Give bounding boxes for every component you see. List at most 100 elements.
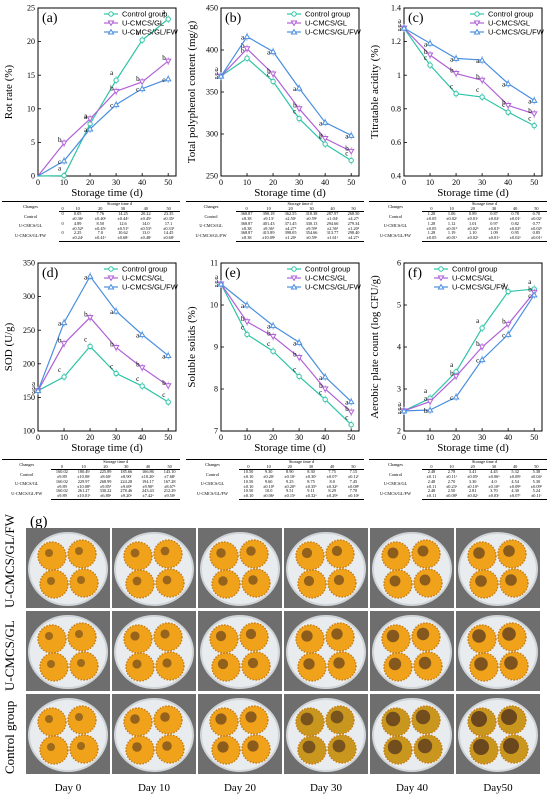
table-cell: 4.89 xyxy=(73,220,82,226)
table-cell-sd: ±7.68ᶜ xyxy=(164,474,176,480)
waxberry-fruit xyxy=(69,651,99,681)
data-point xyxy=(138,85,146,92)
fruit-spot xyxy=(245,628,257,640)
data-point xyxy=(426,399,434,405)
table-cell: 1.28 xyxy=(427,220,436,226)
data-point xyxy=(165,16,171,22)
significance-label: a xyxy=(110,69,114,77)
fruit-spot xyxy=(300,712,314,726)
fruit-dish-photo xyxy=(284,611,368,691)
legend-label: U-CMCS/GL xyxy=(122,274,164,283)
waxberry-fruit xyxy=(37,707,67,737)
legend-label: Control group xyxy=(122,265,167,274)
waxberry-fruit xyxy=(67,622,97,652)
table-cell: 8.50 xyxy=(96,220,105,226)
chart-panel-e: 7 8 9 10 11 0 10 20 30 40 50 Storage time (d) Solubl… xyxy=(183,255,366,455)
data-point xyxy=(243,319,251,326)
table-col-header: 20 xyxy=(462,464,484,471)
petri-dish xyxy=(114,615,194,689)
petri-dish xyxy=(458,532,538,606)
table-cell: 1.28 xyxy=(427,230,436,236)
data-point xyxy=(112,307,120,314)
significance-label: b xyxy=(110,84,114,92)
data-point xyxy=(452,71,460,77)
significance-label: a xyxy=(502,81,506,89)
fruit-dish-photo xyxy=(112,611,196,691)
table-col-header: 30 xyxy=(111,206,135,213)
table-cell: 167.28 xyxy=(163,478,176,484)
table-cell-sd: ±0.35ᵃ xyxy=(163,216,175,222)
table-cell: 160.02 xyxy=(55,469,68,475)
fruit-spot xyxy=(388,657,402,671)
legend-label: U-CMCS/GL xyxy=(305,274,347,283)
fruit-spot xyxy=(331,628,343,640)
data-point xyxy=(347,131,355,138)
table-cell-sd: ±0.10ᵇ xyxy=(488,483,500,489)
significance-label: c xyxy=(528,292,531,300)
table-cell-sd: ±0.02ᶜ xyxy=(462,493,484,500)
table-cell: 368.87 xyxy=(240,220,253,226)
y-tick-label: 8 xyxy=(214,385,218,394)
table-cell: 0.82 xyxy=(511,220,519,226)
fruit-spot xyxy=(45,715,53,723)
table-cell-sd: ±10.00ᶜ xyxy=(77,474,91,480)
series-line xyxy=(403,294,535,412)
significance-label: a xyxy=(84,112,88,120)
significance-label: c xyxy=(162,76,165,84)
y-tick-label: 400 xyxy=(206,46,218,55)
table-cell-sd: ±10.01ᵃ xyxy=(72,493,96,500)
table-row-label: U-CMCS/GL/FW xyxy=(14,232,47,238)
y-tick-label: 0.6 xyxy=(391,138,401,147)
data-point xyxy=(113,77,119,83)
table-row: U-CMCS/GL/FW 10.50 10.0 9.51 9.11 8.29 7.70 xyxy=(186,489,364,496)
table-cell-sd: ±10.20ᶜ xyxy=(141,474,155,480)
fruit-dish-photo xyxy=(456,528,540,608)
table-cell: 2.25 xyxy=(73,230,82,236)
significance-label: a xyxy=(215,73,219,81)
table-cell-sd: ±0.08ᵇ xyxy=(440,493,463,500)
y-tick-label: 3 xyxy=(397,385,401,394)
data-point xyxy=(504,80,512,87)
significance-label: c xyxy=(110,362,113,370)
significance-label: a xyxy=(215,69,219,77)
table-row: Control 2.48 2.78 3.41 4.45 5.32 5.38 xyxy=(369,469,547,476)
table-cell: 10.50 xyxy=(243,469,254,475)
table-cell-sd: ±0.68ᶜ xyxy=(111,235,135,242)
fruit-spot xyxy=(505,574,517,586)
data-point xyxy=(479,325,485,331)
data-point xyxy=(321,135,329,142)
significance-label: a xyxy=(424,387,428,395)
table-header-changes: Changes xyxy=(2,458,52,470)
legend-marker xyxy=(107,275,115,282)
table-cell-sd: ±0.02ᵇ xyxy=(530,225,542,231)
table-col-header: 20 xyxy=(89,206,112,213)
table-cell-sd: ±0.40ᵃ xyxy=(94,216,106,222)
legend-marker xyxy=(473,20,481,27)
y-tick-label: 6 xyxy=(397,259,401,268)
table-cell-sd: ±9.90ᵇ xyxy=(142,483,154,489)
x-tick-label: 30 xyxy=(295,433,303,442)
table-cell: 7.45 xyxy=(349,478,358,484)
data-point xyxy=(478,344,486,351)
significance-label: a xyxy=(32,380,36,388)
significance-label: b xyxy=(162,379,166,387)
significance-label: a xyxy=(162,8,166,16)
fruit-spot xyxy=(301,547,313,559)
table-cell-sd: ±0.23ᵃ xyxy=(445,483,457,489)
data-point xyxy=(60,319,68,326)
table-cell: 225.89 xyxy=(99,469,112,475)
table-cell-sd: ±0.08ᵇ xyxy=(347,483,359,489)
table-cell-sd: ±0.35ᵇ xyxy=(305,483,317,489)
petri-dish xyxy=(200,698,280,772)
data-point xyxy=(61,172,67,179)
table-cell: 268.99 xyxy=(99,478,112,484)
table-cell: 9.30 xyxy=(264,469,273,475)
fruit-spot xyxy=(386,629,400,643)
table-col-header: 20 xyxy=(280,206,302,213)
table-col-header: 30 xyxy=(300,464,322,471)
table-cell: 0 xyxy=(61,230,64,236)
waxberry-fruit xyxy=(39,569,69,599)
table-cell-sd: ±0.51ᵇ xyxy=(117,225,129,231)
table-cell-sd: ±0.04ᵃ xyxy=(530,474,542,480)
table-cell-sd: ±0.45ᵃ xyxy=(94,225,106,231)
